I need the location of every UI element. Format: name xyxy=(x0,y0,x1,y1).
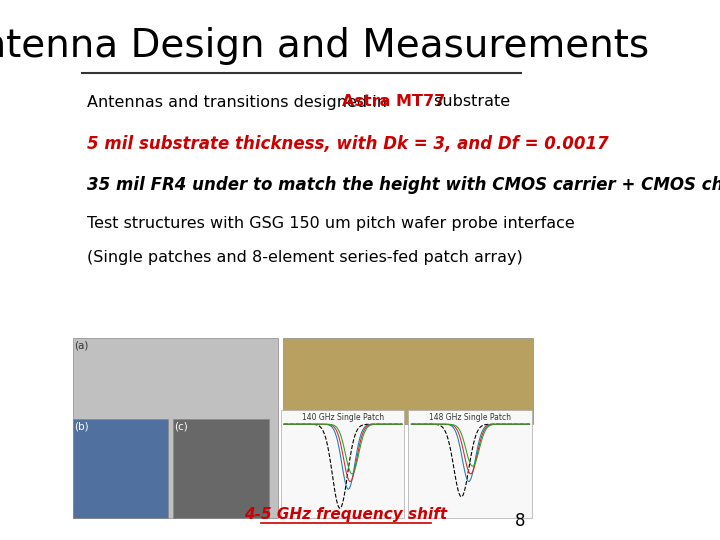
FancyBboxPatch shape xyxy=(281,410,405,518)
Text: (a): (a) xyxy=(74,340,89,350)
Text: Antennas and transitions designed in: Antennas and transitions designed in xyxy=(86,94,392,110)
Text: (Single patches and 8-element series-fed patch array): (Single patches and 8-element series-fed… xyxy=(86,251,523,266)
Text: 140 GHz Single Patch: 140 GHz Single Patch xyxy=(302,413,384,422)
Text: 35 mil FR4 under to match the height with CMOS carrier + CMOS chip height: 35 mil FR4 under to match the height wit… xyxy=(86,176,720,193)
Text: Astra MT77: Astra MT77 xyxy=(342,94,446,110)
Text: 4-5 GHz frequency shift: 4-5 GHz frequency shift xyxy=(244,507,448,522)
FancyBboxPatch shape xyxy=(73,338,278,518)
Text: (c): (c) xyxy=(174,421,189,431)
Text: 8: 8 xyxy=(516,512,526,530)
Text: substrate: substrate xyxy=(428,94,510,110)
FancyBboxPatch shape xyxy=(283,338,533,424)
Text: (b): (b) xyxy=(74,421,89,431)
Text: Test structures with GSG 150 um pitch wafer probe interface: Test structures with GSG 150 um pitch wa… xyxy=(86,216,575,231)
FancyBboxPatch shape xyxy=(408,410,532,518)
FancyBboxPatch shape xyxy=(174,418,269,518)
FancyBboxPatch shape xyxy=(73,418,168,518)
Text: 5 mil substrate thickness, with Dk = 3, and Df = 0.0017: 5 mil substrate thickness, with Dk = 3, … xyxy=(86,135,608,153)
Text: Antenna Design and Measurements: Antenna Design and Measurements xyxy=(0,27,649,65)
Text: 148 GHz Single Patch: 148 GHz Single Patch xyxy=(429,413,511,422)
